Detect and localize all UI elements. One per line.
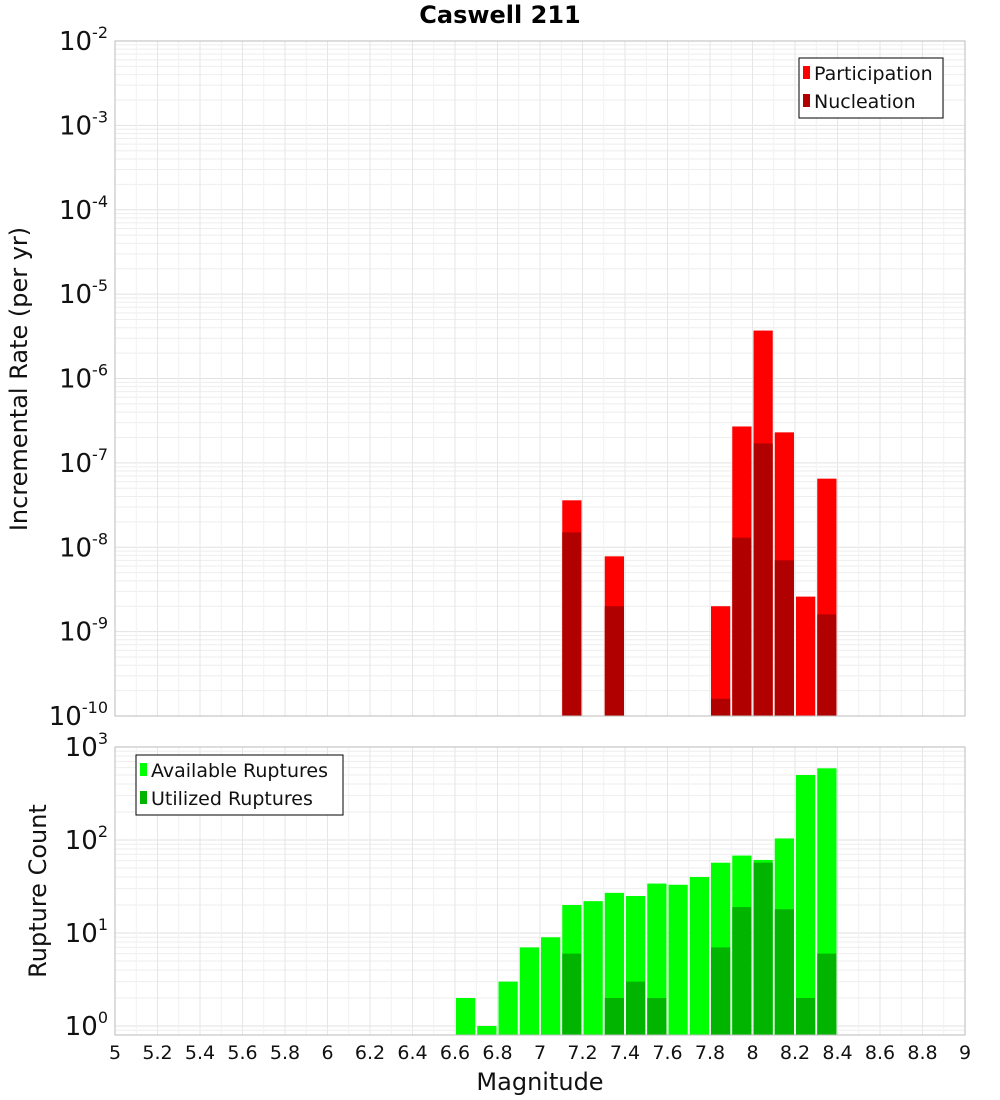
y-tick-label: 10-6	[59, 361, 108, 395]
x-tick-label: 6	[321, 1042, 333, 1064]
x-tick-label: 6.2	[355, 1042, 385, 1064]
utilized-legend-label: Utilized Ruptures	[151, 788, 313, 810]
y-tick-label: 10-3	[59, 107, 108, 141]
count-bar-primary	[477, 1025, 497, 1035]
count-bar-secondary	[626, 981, 646, 1035]
rate-bar-secondary	[711, 698, 731, 716]
y-tick-label: 100	[65, 1008, 108, 1042]
x-tick-label: 5	[109, 1042, 121, 1064]
x-tick-label: 5.2	[142, 1042, 172, 1064]
x-tick-label: 6.8	[482, 1042, 512, 1064]
count-legend-box	[135, 754, 344, 816]
rate-y-ticks: 10-2 10-3 10-4 10-5 10-6 10-7 10-8 10-9 10-10	[49, 23, 108, 732]
count-bar-primary	[647, 883, 667, 1035]
y-tick-label: 10-4	[59, 192, 108, 226]
x-tick-label: 8.6	[865, 1042, 895, 1064]
utilized-legend-swatch	[140, 791, 147, 804]
y-tick-label: 101	[65, 915, 108, 949]
x-tick-label: 7.4	[610, 1042, 640, 1064]
count-legend: Available Ruptures Utilized Ruptures	[135, 754, 344, 816]
rate-bars	[562, 330, 837, 716]
count-bars	[456, 768, 837, 1035]
x-tick-label: 6.4	[397, 1042, 427, 1064]
nucleation-legend-label: Nucleation	[814, 91, 916, 113]
count-bar-secondary	[732, 907, 752, 1035]
rate-plot-frame	[114, 40, 966, 717]
x-tick-label: 9	[959, 1042, 971, 1064]
count-bar-secondary	[753, 862, 773, 1035]
count-bar-primary	[541, 937, 561, 1035]
rate-panel: 10-2 10-3 10-4 10-5 10-6 10-7 10-8 10-9 10-10 In…	[5, 23, 966, 732]
x-tick-label: 8	[746, 1042, 758, 1064]
x-tick-label: 6.6	[440, 1042, 470, 1064]
rate-bar-secondary	[817, 614, 837, 716]
count-bar-secondary	[604, 997, 624, 1035]
count-bar-secondary	[817, 953, 837, 1035]
y-tick-label: 10-7	[59, 445, 108, 479]
x-tick-label: 8.2	[780, 1042, 810, 1064]
count-bar-primary	[668, 884, 688, 1035]
rate-bar-secondary	[562, 532, 582, 716]
count-bar-primary	[689, 877, 709, 1035]
x-tick-label: 7.6	[652, 1042, 682, 1064]
rate-bar-primary	[796, 596, 816, 716]
y-tick-label: 10-5	[59, 276, 108, 310]
count-bar-secondary	[796, 997, 816, 1035]
y-tick-label: 10-9	[59, 614, 108, 648]
count-bar-secondary	[647, 997, 667, 1035]
rate-legend-box	[798, 57, 944, 119]
nucleation-legend-swatch	[803, 94, 810, 107]
count-bar-secondary	[562, 953, 582, 1035]
count-bar-secondary	[711, 947, 731, 1035]
count-bar-primary	[796, 774, 816, 1035]
rate-legend: Participation Nucleation	[798, 57, 944, 119]
x-tick-label: 5.4	[185, 1042, 215, 1064]
rate-y-axis-label: Incremental Rate (per yr)	[5, 227, 33, 531]
x-tick-label: 5.8	[270, 1042, 300, 1064]
x-tick-label: 8.8	[907, 1042, 937, 1064]
rate-bar-secondary	[604, 606, 624, 716]
count-y-axis-label: Rupture Count	[24, 804, 52, 978]
participation-legend-swatch	[803, 66, 810, 79]
available-legend-label: Available Ruptures	[151, 760, 328, 782]
x-tick-label: 8.4	[822, 1042, 852, 1064]
x-tick-label: 7.2	[567, 1042, 597, 1064]
count-y-ticks: 103 102 101 100	[65, 729, 108, 1042]
rate-bar-primary	[711, 606, 731, 716]
x-axis-label: Magnitude	[476, 1068, 603, 1096]
y-tick-label: 10-10	[49, 698, 108, 732]
x-tick-label: 5.6	[227, 1042, 257, 1064]
count-plot-frame	[114, 746, 966, 1036]
rate-bar-secondary	[753, 443, 773, 716]
y-tick-label: 10-8	[59, 529, 108, 563]
participation-legend-label: Participation	[814, 63, 933, 85]
x-tick-label: 7	[534, 1042, 546, 1064]
count-bar-primary	[519, 947, 539, 1035]
count-bar-primary	[498, 981, 518, 1035]
count-bar-primary	[456, 997, 476, 1035]
rate-bar-secondary	[774, 560, 794, 716]
rate-bar-secondary	[732, 537, 752, 716]
y-tick-label: 103	[65, 729, 108, 763]
y-tick-label: 10-2	[59, 23, 108, 57]
x-tick-label: 7.8	[695, 1042, 725, 1064]
count-bar-primary	[583, 901, 603, 1035]
x-axis-ticks: 5 5.2 5.4 5.6 5.8 6 6.2 6.4 6.6 6.8 7 7.2 7.4 7.6 7.8 8…	[109, 1042, 971, 1064]
y-tick-label: 102	[65, 822, 108, 856]
count-bar-secondary	[774, 909, 794, 1035]
available-legend-swatch	[140, 763, 147, 776]
chart-title: Caswell 211	[419, 1, 580, 29]
count-panel: 103 102 101 100 Rupture Count Available Rup…	[24, 729, 966, 1042]
rate-grid	[114, 40, 966, 717]
